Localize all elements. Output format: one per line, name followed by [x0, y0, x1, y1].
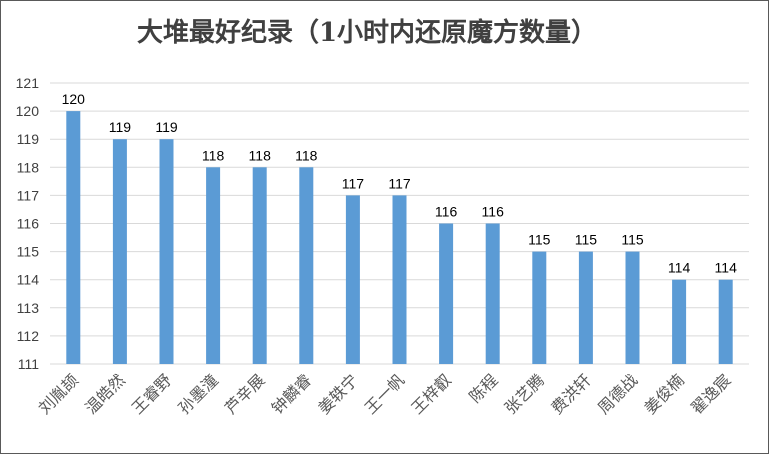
y-tick-label: 111: [18, 356, 39, 372]
y-tick-label: 116: [17, 216, 40, 232]
data-label: 115: [528, 232, 551, 248]
bar: [718, 279, 733, 364]
x-tick-label: 陈程: [465, 370, 501, 406]
bar: [439, 223, 454, 364]
data-labels: 120 119 119 118 118 118 117 117 116 116 115 115 115 1…: [62, 91, 737, 276]
x-tick-label: 王梓叡: [408, 370, 455, 417]
data-label: 118: [295, 147, 318, 163]
x-tick-label: 费洪轩: [547, 370, 594, 417]
data-label: 117: [342, 175, 365, 191]
bar: [532, 251, 547, 364]
y-axis-ticks: 111 112 113 114 115 116 117 118 119 120 121: [16, 75, 40, 372]
x-tick-label: 钟麟睿: [268, 370, 315, 417]
x-tick-label: 王一帆: [361, 370, 408, 417]
data-label: 116: [482, 204, 505, 220]
y-tick-label: 121: [16, 75, 40, 91]
bar: [159, 139, 174, 364]
bar: [392, 195, 407, 364]
data-label: 116: [435, 204, 458, 220]
x-tick-label: 芦辛展: [221, 370, 268, 417]
data-label: 120: [62, 91, 86, 107]
data-label: 119: [109, 119, 132, 135]
bar: [252, 167, 267, 364]
x-tick-label: 张艺腾: [501, 370, 548, 417]
data-label: 115: [575, 232, 598, 248]
x-tick-label: 周德战: [594, 370, 641, 417]
data-label: 118: [249, 147, 272, 163]
bar: [578, 251, 593, 364]
x-tick-label: 翟逸宸: [687, 370, 734, 417]
data-label: 115: [621, 232, 644, 248]
x-tick-label: 孙墨潼: [175, 370, 222, 417]
y-tick-label: 117: [17, 187, 40, 203]
bars: [66, 111, 733, 364]
bar: [206, 167, 221, 364]
y-tick-label: 113: [17, 300, 40, 316]
x-tick-label: 姜俊楠: [641, 370, 688, 417]
bar: [625, 251, 640, 364]
data-label: 118: [202, 147, 225, 163]
data-label: 117: [388, 175, 411, 191]
bar: [112, 139, 127, 364]
y-tick-label: 115: [17, 244, 40, 260]
y-tick-label: 112: [17, 328, 40, 344]
x-axis-ticks: 刘胤颉 温皓然 王睿野 孙墨潼 芦辛展 钟麟睿 姜轶宁 王一帆 王梓叡 陈程 张艺腾 费洪轩 周德战 姜俊…: [35, 370, 735, 417]
bar: [345, 195, 360, 364]
x-tick-label: 姜轶宁: [314, 370, 361, 417]
bar: [66, 111, 81, 364]
data-label: 114: [715, 260, 738, 276]
bar: [672, 279, 687, 364]
chart-title: 大堆最好纪录（1小时内还原魔方数量）: [137, 17, 597, 48]
y-tick-label: 114: [17, 272, 40, 288]
y-tick-label: 119: [17, 131, 40, 147]
y-tick-label: 118: [17, 159, 40, 175]
data-label: 114: [668, 260, 691, 276]
x-tick-label: 刘胤颉: [35, 370, 82, 417]
y-tick-label: 120: [16, 103, 40, 119]
bar: [299, 167, 314, 364]
data-label: 119: [155, 119, 178, 135]
x-tick-label: 温皓然: [81, 370, 128, 417]
bar: [485, 223, 500, 364]
x-tick-label: 王睿野: [128, 370, 175, 417]
